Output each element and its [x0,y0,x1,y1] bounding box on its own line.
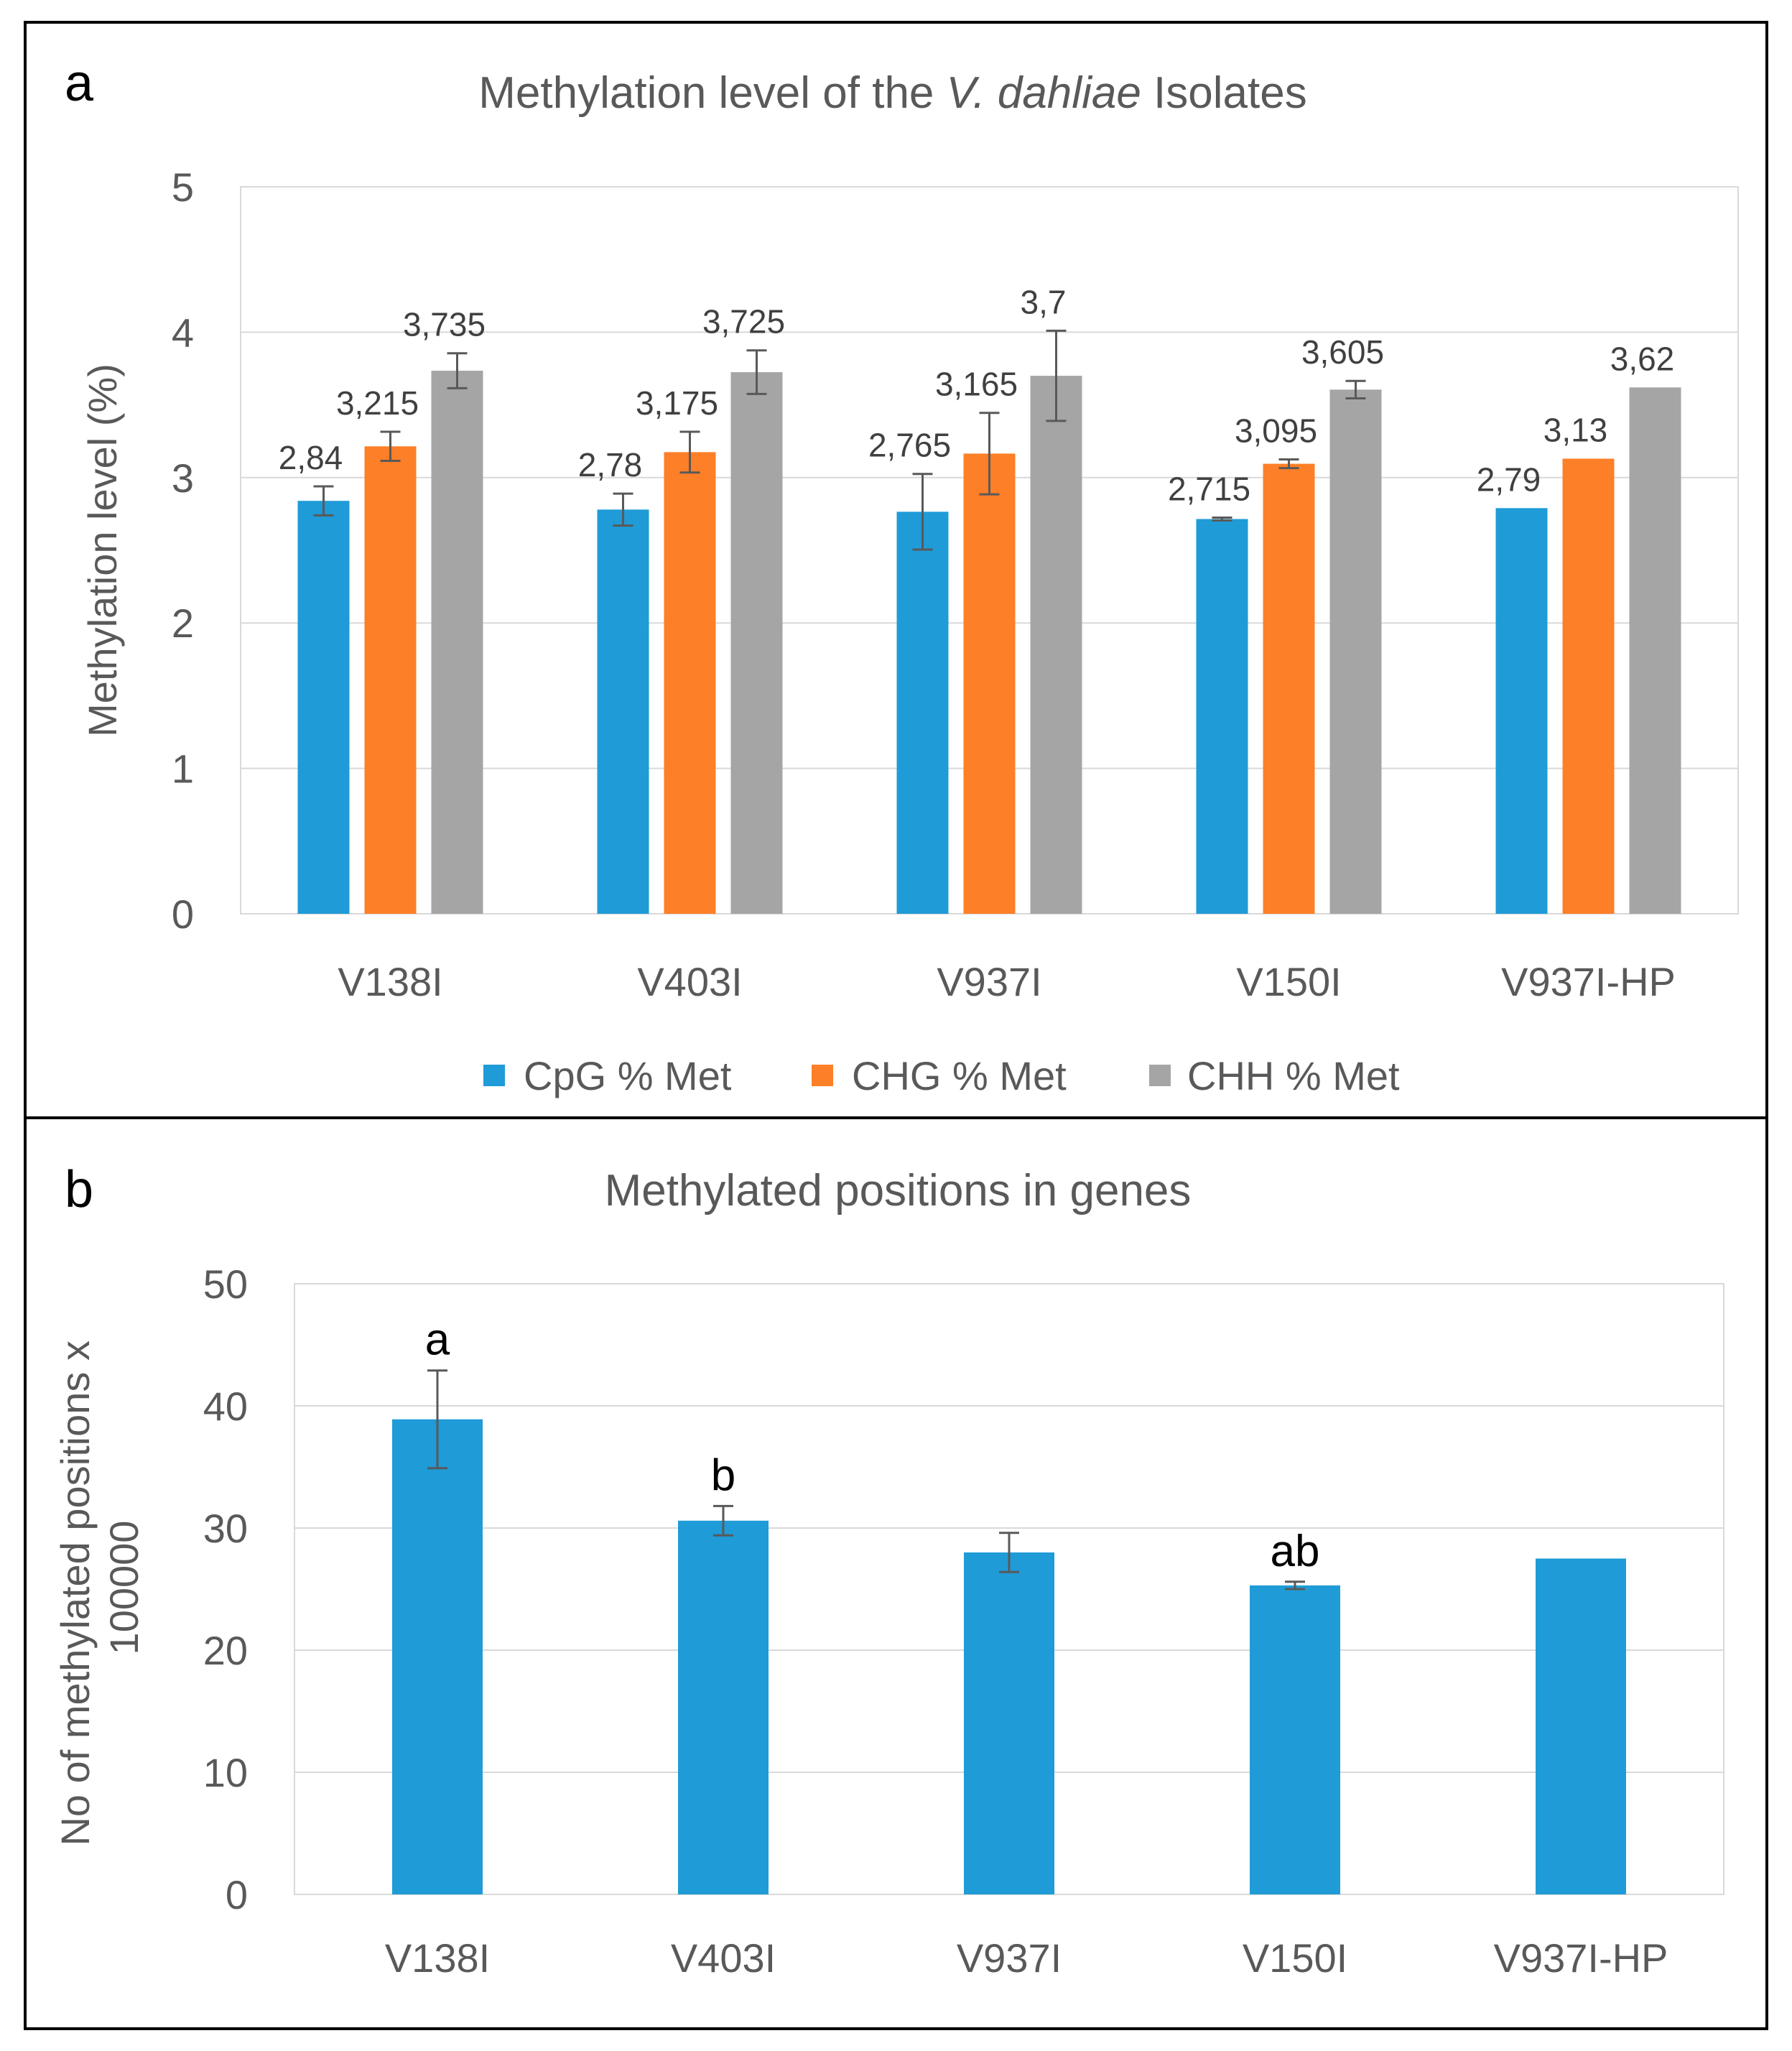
panel-a-y-ticks: 0 1 2 3 4 5 [172,165,194,937]
panel-a-x-ticks: V138I V403I V937I V150I V937I-HP [338,959,1676,1004]
panel-b-y-axis-label-line-2: 100000 [101,1521,147,1655]
a-data-label-V150I-2: 3,605 [1301,333,1384,371]
a-data-label-V150I-1: 3,095 [1235,412,1317,450]
panel-a-title: Methylation level of the V. dahliae Isol… [478,68,1306,118]
panel-b-x-ticks: V138I V403I V937I V150I V937I-HP [385,1935,1668,1981]
panel-b-letter: b [65,1161,93,1218]
a-data-label-V138I-0: 2,84 [279,439,343,476]
b-y-tick-label-0: 0 [226,1872,248,1917]
panel-a-title-species: V. dahliae [947,68,1141,118]
a-bar-V138I-1 [364,446,417,914]
legend-swatch-cpg [483,1065,505,1086]
a-bar-V150I-1 [1263,463,1315,914]
a-bar-V138I-0 [297,501,350,914]
b-y-tick-label-50: 50 [203,1261,248,1307]
a-data-label-V937I-HP-0: 2,79 [1477,460,1541,498]
panel-a-letter: a [65,55,94,112]
panel-a-legend: CpG % Met CHG % Met CHH % Met [483,1053,1400,1098]
panel-a-y-axis-label: Methylation level (%) [80,364,125,737]
legend-label-cpg: CpG % Met [524,1053,732,1098]
b-bar-V138I [392,1419,483,1894]
panel-a: a Methylation level of the V. dahliae Is… [65,55,1739,1098]
b-bar-V403I [678,1520,769,1894]
a-bar-V403I-2 [730,372,783,914]
a-data-label-V403I-0: 2,78 [578,446,643,483]
a-x-tick-label-4: V937I-HP [1501,959,1676,1004]
panel-b: b Methylated positions in genes No of me… [52,1161,1724,1981]
a-data-label-V937I-HP-1: 3,13 [1543,411,1608,448]
a-data-label-V150I-0: 2,715 [1168,470,1250,507]
a-data-label-V937I-0: 2,765 [868,427,951,464]
b-x-tick-label-3: V150I [1243,1935,1347,1981]
a-y-tick-label-5: 5 [172,165,194,210]
a-bar-V937I-HP-0 [1495,508,1548,914]
a-data-label-V403I-1: 3,175 [636,384,718,422]
b-y-tick-label-40: 40 [203,1384,248,1429]
b-bar-V150I [1250,1585,1340,1894]
b-x-tick-label-0: V138I [385,1935,490,1981]
a-bar-V937I-2 [1030,376,1082,914]
panel-b-frame [24,1116,1768,2030]
a-bar-V150I-0 [1196,519,1248,914]
b-y-tick-label-20: 20 [203,1628,248,1673]
panel-b-error-bars [427,1369,1305,1591]
a-x-tick-label-0: V138I [338,959,442,1004]
panel-b-y-axis-label-line-1: No of methylated positions x [52,1341,98,1846]
panel-a-bars [297,371,1681,914]
a-bar-V150I-2 [1329,389,1382,914]
b-bar-V937I [964,1552,1054,1894]
b-significance-V150I: ab [1271,1527,1320,1576]
legend-label-chg: CHG % Met [852,1053,1067,1098]
panel-a-title-part-1: Methylation level of the [478,68,946,118]
b-significance-V138I: a [425,1315,450,1365]
a-y-tick-label-4: 4 [172,310,194,355]
panel-a-title-part-3: Isolates [1141,68,1307,118]
b-x-tick-label-2: V937I [957,1935,1062,1981]
b-y-tick-label-10: 10 [203,1750,248,1795]
a-data-label-V138I-2: 3,735 [403,306,486,343]
panel-b-title: Methylated positions in genes [605,1166,1192,1216]
a-bar-V403I-0 [597,509,649,914]
b-significance-V403I: b [711,1450,735,1500]
b-bar-V937I-HP [1536,1558,1626,1894]
panel-b-y-ticks: 0 10 20 30 40 50 [203,1261,248,1917]
panel-a-error-bars [313,329,1366,551]
a-y-tick-label-0: 0 [172,892,194,937]
a-x-tick-label-3: V150I [1236,959,1341,1004]
legend-swatch-chh [1149,1065,1171,1086]
a-x-tick-label-1: V403I [637,959,742,1004]
a-bar-V403I-1 [664,452,716,914]
a-bar-V937I-1 [963,453,1016,914]
b-x-tick-label-1: V403I [671,1935,776,1981]
b-y-tick-label-30: 30 [203,1506,248,1551]
legend-swatch-chg [812,1065,833,1086]
a-bar-V138I-2 [431,371,483,914]
a-y-tick-label-3: 3 [172,455,194,501]
a-bar-V937I-0 [896,511,949,914]
a-y-tick-label-1: 1 [172,746,194,792]
panel-b-bars [392,1419,1626,1894]
a-data-label-V937I-2: 3,7 [1021,283,1067,320]
panel-b-y-axis-label: No of methylated positions x 100000 [52,1329,147,1846]
a-bar-V937I-HP-2 [1629,387,1681,914]
a-data-label-V937I-HP-2: 3,62 [1610,340,1675,377]
a-bar-V937I-HP-1 [1562,458,1615,914]
b-x-tick-label-4: V937I-HP [1494,1935,1668,1981]
a-data-label-V937I-1: 3,165 [935,366,1018,403]
a-data-label-V403I-2: 3,725 [702,303,785,341]
a-data-label-V138I-1: 3,215 [336,384,419,422]
legend-label-chh: CHH % Met [1187,1053,1400,1098]
a-y-tick-label-2: 2 [172,601,194,646]
panel-a-data-labels: 2,84 3,215 3,735 2,78 3,175 3,725 2,765 3,165 3,… [279,283,1675,507]
a-x-tick-label-2: V937I [937,959,1041,1004]
